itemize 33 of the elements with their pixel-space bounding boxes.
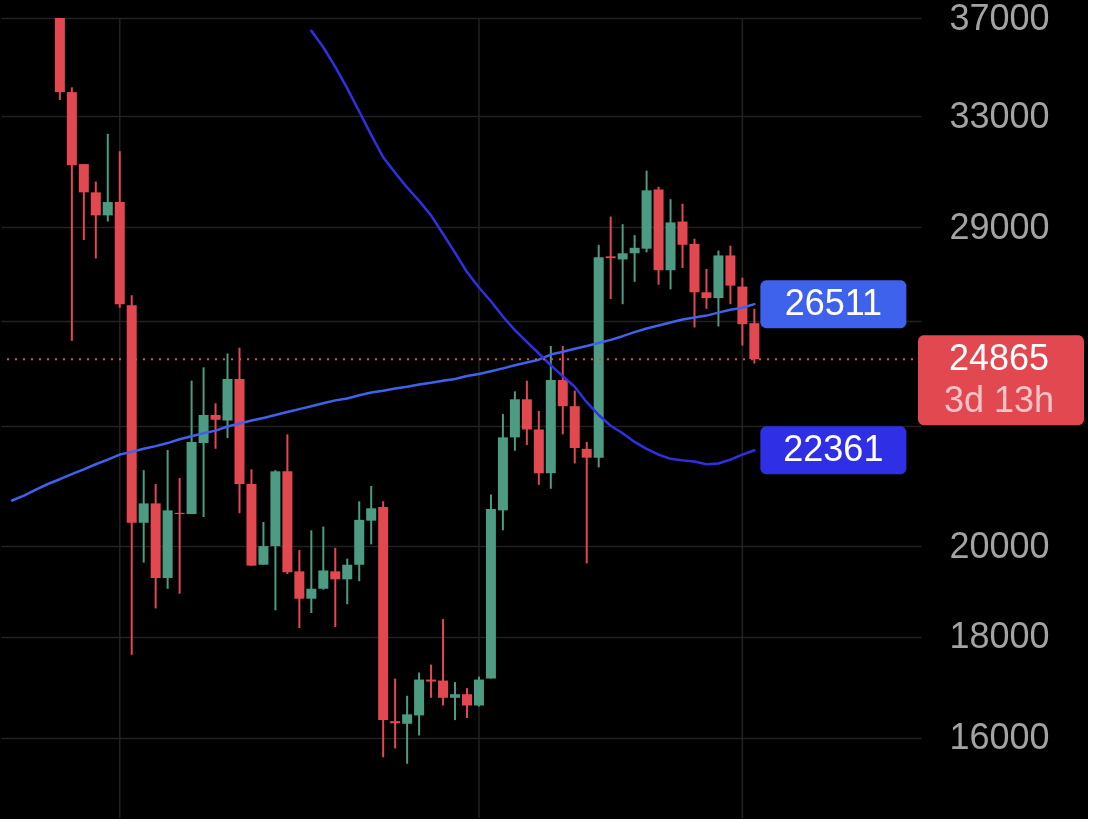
candlestick xyxy=(90,180,101,260)
line-series xyxy=(10,302,756,502)
y-tick-label: 18000 xyxy=(949,615,1050,657)
data-label: 22361 xyxy=(783,428,884,470)
candlestick xyxy=(581,440,592,565)
candlestick xyxy=(605,215,616,301)
candlestick xyxy=(438,618,449,707)
data-label: 26511 xyxy=(784,282,883,324)
candlestick xyxy=(138,469,149,564)
candlestick xyxy=(701,267,712,310)
candlestick xyxy=(402,694,413,765)
candlestick xyxy=(102,132,113,223)
y-tick-label: 29000 xyxy=(949,205,1050,247)
candlestick xyxy=(258,520,269,566)
y-tick-label: 20000 xyxy=(949,524,1050,566)
candlestick xyxy=(390,677,401,750)
ref-line-label: 24865 xyxy=(948,337,1050,379)
candlestick xyxy=(450,681,461,722)
y-tick-label: 33000 xyxy=(949,94,1050,136)
candlestick xyxy=(342,557,353,606)
candlestick xyxy=(210,402,221,450)
candlestick xyxy=(318,525,329,591)
line-series xyxy=(310,29,756,466)
candlestick xyxy=(330,546,341,629)
y-tick-label: 16000 xyxy=(949,716,1050,758)
text: 3d 13h xyxy=(943,379,1055,421)
candlestick xyxy=(461,687,472,720)
candlestick xyxy=(366,485,377,546)
candlestick xyxy=(617,223,628,306)
candlestick xyxy=(306,529,317,615)
candlestick xyxy=(426,663,437,699)
y-tick-label: 37000 xyxy=(949,0,1050,38)
candlestick xyxy=(629,234,640,283)
